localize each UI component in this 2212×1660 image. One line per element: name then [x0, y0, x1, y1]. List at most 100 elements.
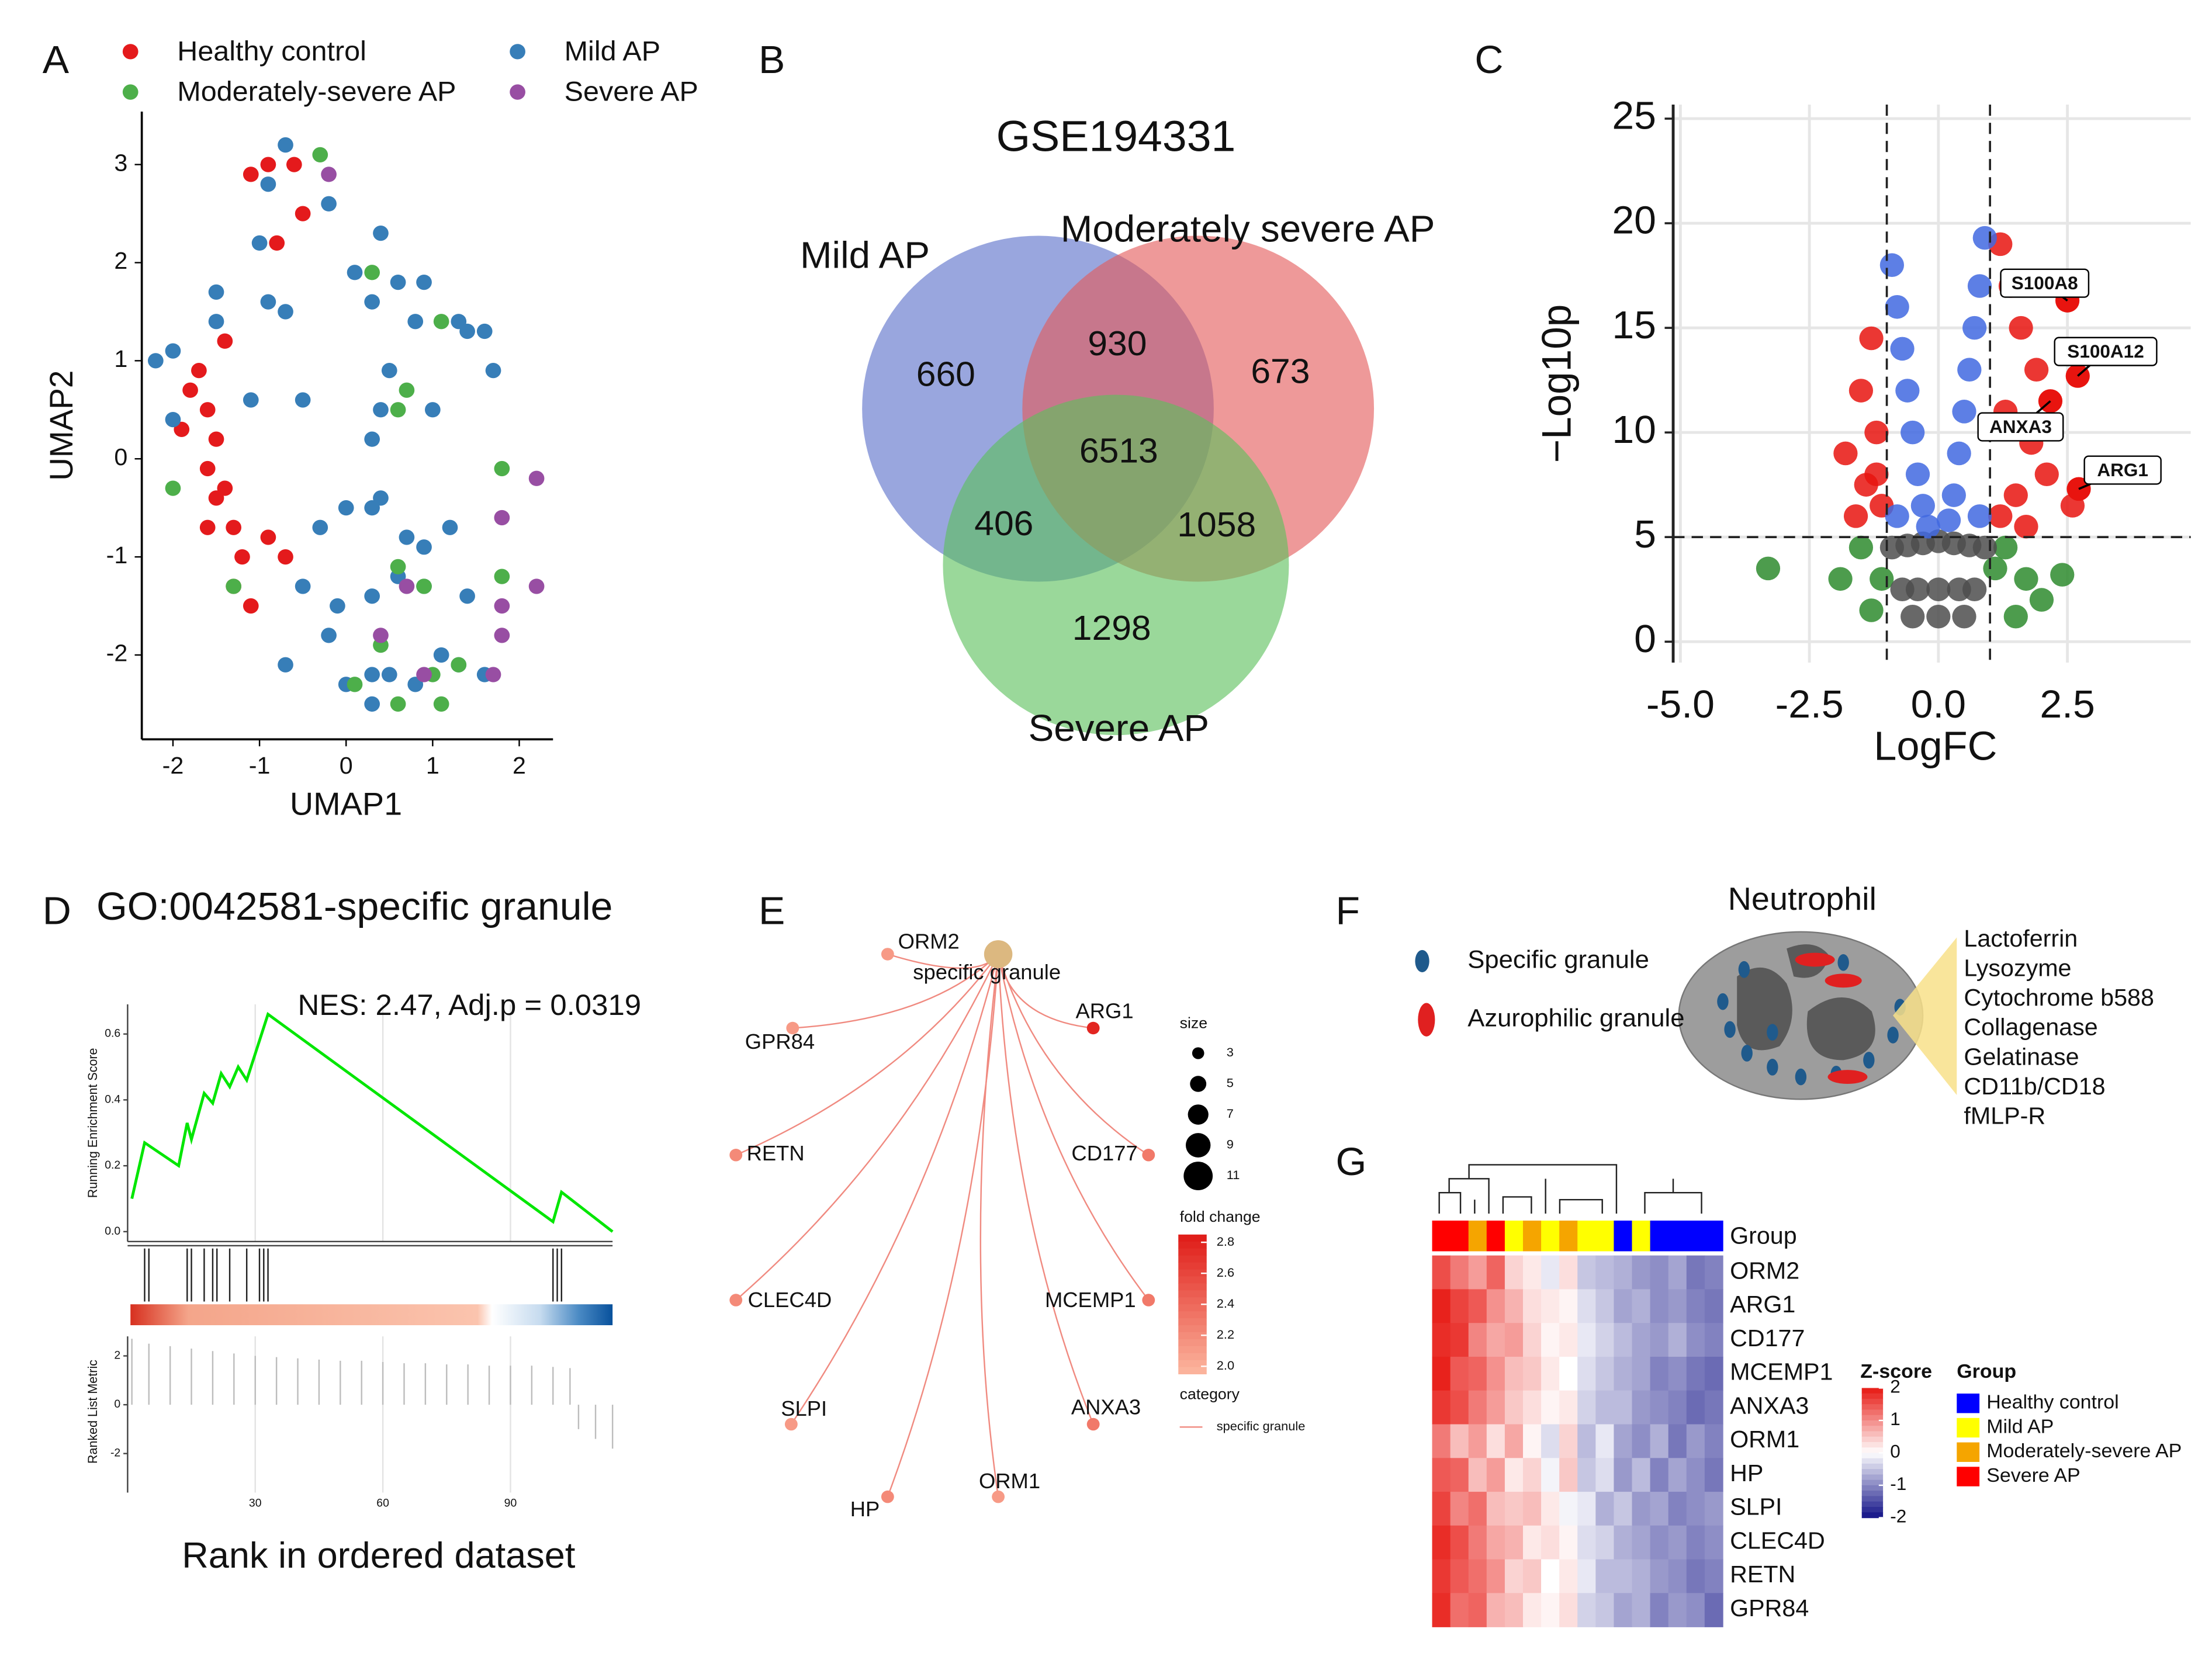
nucleus — [1737, 967, 1792, 1051]
heat-cell — [1486, 1424, 1505, 1459]
point — [243, 392, 259, 408]
point — [199, 402, 216, 418]
point — [442, 519, 458, 535]
cell-diagram — [1415, 931, 1957, 1100]
content-item: fMLP-R — [1964, 1103, 2045, 1129]
point — [1848, 535, 1874, 560]
x-tick-label: 30 — [249, 1498, 262, 1510]
heat-cell — [1522, 1356, 1542, 1391]
point — [433, 647, 449, 663]
heat-cell — [1450, 1323, 1469, 1357]
heat-cell — [1595, 1458, 1615, 1492]
x-tick-label: 2.5 — [2040, 683, 2095, 726]
category-label: specific granule — [1217, 1419, 1306, 1433]
panel-letter: A — [43, 39, 69, 82]
heat-cell — [1486, 1289, 1505, 1323]
colorbar-step — [1861, 1512, 1884, 1519]
edge — [997, 954, 1094, 1425]
edge — [792, 954, 999, 1029]
point — [312, 519, 328, 535]
point — [399, 578, 415, 594]
size-key — [1188, 1104, 1209, 1125]
y-tick-label: 1 — [114, 345, 127, 372]
colorbar-step — [1178, 1304, 1207, 1312]
point — [2003, 604, 2028, 629]
legend-swatch — [1957, 1467, 1980, 1486]
point — [165, 480, 181, 496]
heat-cell — [1614, 1255, 1633, 1290]
heat-cell — [1614, 1323, 1633, 1357]
point — [321, 167, 337, 182]
heat-cell — [1504, 1525, 1524, 1560]
point — [1879, 253, 1905, 277]
node-label: ORM2 — [898, 930, 960, 954]
heat-cell — [1668, 1255, 1687, 1290]
colorbar-step — [1178, 1248, 1207, 1256]
y-tick-label: 25 — [1612, 94, 1656, 137]
colorbar-step — [1178, 1241, 1207, 1249]
panel-letter: B — [759, 39, 785, 82]
region-count: 660 — [916, 355, 975, 393]
colorbar-step — [1178, 1269, 1207, 1277]
heat-cell — [1450, 1492, 1469, 1526]
heat-cell — [1450, 1525, 1469, 1560]
legend-swatch — [122, 44, 139, 60]
point — [2014, 514, 2038, 539]
colorbar-step — [1178, 1332, 1207, 1340]
heat-cell — [1632, 1492, 1651, 1526]
content-item: Gelatinase — [1964, 1044, 2079, 1070]
colorbar-step — [1861, 1404, 1884, 1411]
heat-cell — [1704, 1323, 1723, 1357]
heat-cell — [1686, 1356, 1705, 1391]
heat-cell — [1614, 1390, 1633, 1425]
point — [338, 500, 354, 516]
heat-cell — [1432, 1424, 1451, 1459]
set-label: Moderately severe AP — [1061, 207, 1435, 249]
group-cell — [1595, 1220, 1615, 1252]
colorbar-title: Z-score — [1860, 1361, 1932, 1382]
heat-cell — [1468, 1593, 1487, 1627]
set-label: Mild AP — [800, 234, 930, 276]
point — [2034, 462, 2059, 487]
colorbar-step — [1861, 1485, 1884, 1491]
heat-cell — [1668, 1525, 1687, 1560]
colorbar-label: -2 — [1890, 1506, 1906, 1527]
colorbar-step — [1861, 1506, 1884, 1513]
point — [1890, 337, 1915, 361]
heat-cell — [1668, 1390, 1687, 1425]
heat-cell — [1595, 1390, 1615, 1425]
heat-cell — [1595, 1525, 1615, 1560]
point — [1905, 462, 1930, 487]
heat-cell — [1504, 1458, 1524, 1492]
heat-cell — [1632, 1424, 1651, 1459]
colorbar-step — [1861, 1431, 1884, 1437]
set-circle — [943, 394, 1289, 736]
heat-cell — [1541, 1492, 1560, 1526]
colorbar-step — [1178, 1311, 1207, 1319]
y-tick-label: 0 — [114, 443, 127, 470]
point — [1988, 504, 2013, 528]
colorbar-step — [1178, 1353, 1207, 1361]
heat-cell — [1559, 1255, 1578, 1290]
size-key — [1183, 1162, 1213, 1191]
colorbar-step — [1861, 1441, 1884, 1448]
edge — [997, 954, 1149, 1156]
gene-label: S100A8 — [2012, 273, 2078, 293]
legend-swatch — [122, 84, 139, 100]
legend-label: Moderately-severe AP — [1986, 1440, 2182, 1462]
heat-cell — [1468, 1525, 1487, 1560]
panel-letter: G — [1336, 1141, 1367, 1184]
point — [1895, 379, 1920, 403]
group-cell — [1614, 1220, 1633, 1252]
heat-cell — [1686, 1593, 1705, 1627]
heat-cell — [1686, 1424, 1705, 1459]
region-count: 1058 — [1177, 505, 1256, 544]
colorbar-step — [1178, 1367, 1207, 1375]
point — [494, 510, 510, 526]
row-label: MCEMP1 — [1730, 1359, 1833, 1385]
node-label: MCEMP1 — [1045, 1288, 1136, 1312]
point — [1972, 226, 1997, 250]
x-tick-label: -2.5 — [1775, 683, 1844, 726]
x-tick-label: 0.0 — [1911, 683, 1966, 726]
point — [347, 677, 363, 692]
